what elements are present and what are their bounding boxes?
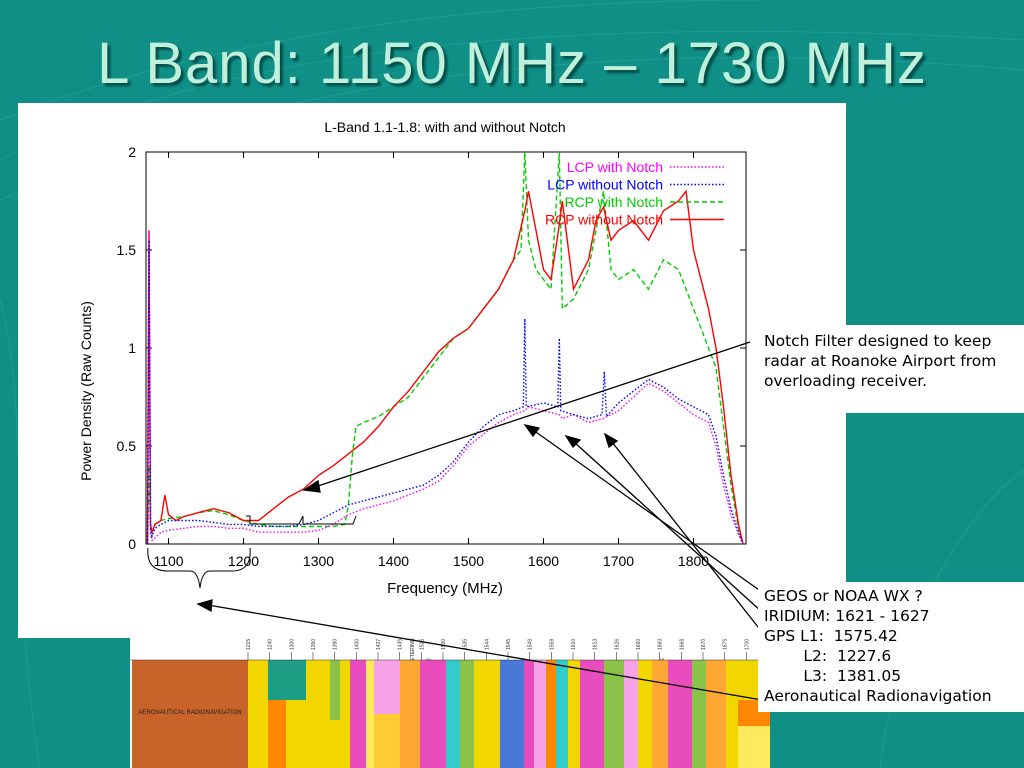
band-tick-label: 1400: [354, 639, 360, 650]
signal-list-note: GEOS or NOAA WX ? IRIDIUM: 1621 - 1627 G…: [758, 582, 1024, 712]
notch-brace: [246, 515, 357, 525]
band-tick-label: 1668.4: [679, 638, 685, 650]
x-tick-label: 1500: [453, 553, 484, 569]
band-aero-radionav: [132, 660, 248, 768]
x-tick-label: 1100: [153, 553, 183, 569]
x-tick-label: 1700: [603, 553, 634, 569]
band-tick-label: 1535: [463, 639, 469, 650]
band-tick-label: 1525: [419, 639, 425, 650]
y-tick-label: 1: [128, 340, 136, 356]
x-tick-label: 1200: [228, 553, 259, 569]
band-tick-label: 1660.5: [658, 638, 664, 650]
band-title: AERONAUTICAL RADIONAVIGATION: [138, 710, 241, 716]
legend-label: LCP without Notch: [547, 177, 663, 193]
chart-title: L-Band 1.1-1.8: with and without Notch: [324, 119, 565, 135]
band-tick-label: 1300: [289, 639, 295, 650]
band-tick-label: 1549.5: [528, 638, 534, 650]
signal-gps-l1: GPS L1: 1575.42: [764, 627, 898, 645]
signal-gps-l3: L3: 1381.05: [764, 667, 902, 685]
signal-geos: GEOS or NOAA WX ?: [764, 587, 923, 605]
series-line-rcp-without-notch: [146, 189, 744, 545]
y-tick-label: 0: [128, 536, 136, 552]
band-tick-label: 1675: [723, 639, 729, 650]
slide-title: L Band: 1150 MHz – 1730 MHz: [97, 31, 927, 96]
band-tick-label: 1670: [701, 639, 707, 650]
band-tick-label: 1544: [484, 639, 490, 650]
y-tick-label: 1.5: [117, 242, 137, 258]
series-line-lcp-with-notch: [146, 230, 744, 545]
y-tick-label: 2: [128, 144, 136, 160]
legend-label: RCP without Notch: [545, 212, 663, 228]
band-tick-label: 1215: [246, 639, 252, 650]
band-tick-label: 1626.5: [614, 638, 620, 650]
band-tick-label: 1559: [549, 639, 555, 650]
notch-filter-note: Notch Filter designed to keep radar at R…: [758, 325, 1024, 413]
radionav-brace: [147, 547, 251, 589]
band-tick-label: 1613.8: [593, 638, 599, 650]
y-axis-label: Power Density (Raw Counts): [78, 301, 94, 481]
band-tick-label: 1240: [268, 639, 274, 650]
signal-iridium: IRIDIUM: 1621 - 1627: [764, 607, 930, 625]
frequency-allocation-strip: 1215 1240 1300 1350 1390 1400 1427 1435 1525 1530…: [130, 638, 770, 768]
band-tick-label: 1350: [311, 639, 317, 650]
band-tick-label: 1545: [506, 639, 512, 650]
band-tick-label: 1390: [333, 639, 339, 650]
line-chart: L-Band 1.1-1.8: with and without Notch P…: [78, 119, 747, 597]
y-tick-label: 0.5: [117, 438, 137, 454]
signal-aero-radionav: Aeronautical Radionavigation: [764, 687, 992, 705]
band-tick-label: 1427: [376, 639, 382, 650]
legend-label: LCP with Notch: [567, 159, 663, 175]
x-tick-label: 1600: [528, 553, 559, 569]
band-tick-label: 1700: [744, 639, 750, 650]
legend-label: RCP with Notch: [564, 194, 663, 210]
series-line-lcp-without-notch: [146, 240, 744, 545]
band-tick-label: 1610: [571, 639, 577, 650]
band-tick-label: 1530: [441, 639, 447, 650]
band-tick-label: 1435: [398, 639, 404, 650]
x-tick-label: 1400: [378, 553, 409, 569]
x-axis-label: Frequency (MHz): [387, 580, 503, 597]
band-tick-label: 1660: [636, 639, 642, 650]
x-tick-label: 1300: [303, 553, 334, 569]
signal-gps-l2: L2: 1227.6: [764, 647, 892, 665]
chart-panel: L-Band 1.1-1.8: with and without Notch P…: [18, 103, 846, 638]
